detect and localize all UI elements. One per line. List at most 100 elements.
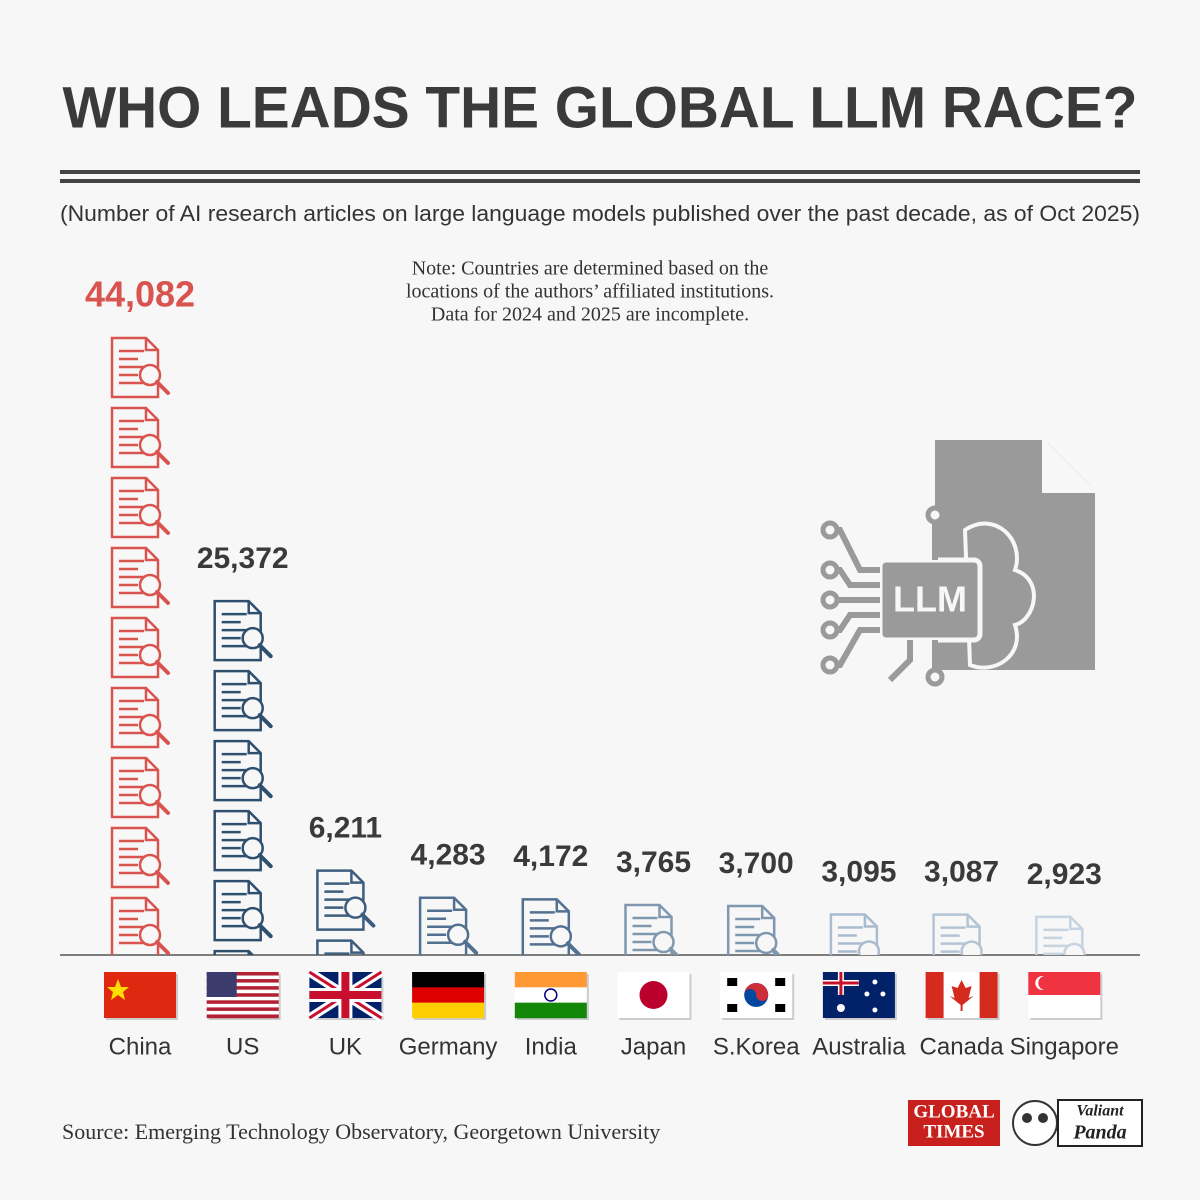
doc-fold <box>144 338 158 352</box>
flag <box>104 972 178 1020</box>
flag <box>720 972 795 1020</box>
doc-fold <box>760 905 775 920</box>
value-label: 3,095 <box>821 855 896 888</box>
magnifier <box>344 896 367 919</box>
magnifier <box>138 573 162 597</box>
value-label: 4,283 <box>411 839 486 872</box>
flag-cross <box>309 972 382 1018</box>
doc-fold <box>144 478 158 492</box>
magnifier-handle <box>155 800 170 815</box>
flag-band <box>925 972 944 1018</box>
flag-taeguk <box>744 983 769 1002</box>
magnifier-handle <box>155 450 170 465</box>
flag-stripe <box>514 972 587 988</box>
doc-fold <box>247 811 261 825</box>
flag <box>925 972 1000 1020</box>
doc-fold <box>144 898 158 912</box>
flag-stripe <box>206 1007 279 1012</box>
value-label: 2,923 <box>1027 858 1102 891</box>
chart-title: WHO LEADS THE GLOBAL LLM RACE? <box>63 75 1138 140</box>
flag-trigram <box>727 1004 738 1012</box>
flag-wheel <box>544 988 558 1002</box>
flag-stripe <box>206 1014 279 1019</box>
flag-stripe <box>206 975 279 980</box>
llm-label: LLM <box>893 579 967 620</box>
magnifier-handle <box>155 940 170 955</box>
flag <box>412 972 487 1020</box>
magnifier <box>754 931 778 955</box>
category-label: Australia <box>812 1033 906 1060</box>
flag-stripe <box>412 972 485 988</box>
pictogram-bar <box>624 903 680 955</box>
flag-star <box>880 991 886 997</box>
panda-eye <box>1038 1113 1048 1123</box>
magnifier <box>549 925 573 948</box>
panda-eye <box>1022 1113 1032 1123</box>
magnifier <box>138 783 162 807</box>
source: Source: Emerging Technology Observatory,… <box>62 1119 660 1144</box>
flag-crescent <box>1038 976 1053 990</box>
magnifier <box>138 363 162 387</box>
panda-icon <box>1012 1100 1058 1146</box>
value-label: 3,087 <box>924 856 999 889</box>
magnifier-handle <box>463 939 479 955</box>
magnifier <box>138 503 162 527</box>
flag-stripe <box>206 993 279 997</box>
magnifier <box>138 713 162 737</box>
subtitle: (Number of AI research articles on large… <box>60 201 1140 226</box>
doc-fold <box>350 940 364 954</box>
magnifier-handle <box>565 941 581 955</box>
value-label: 3,765 <box>616 846 691 879</box>
flag-trigram <box>775 1004 786 1012</box>
flag <box>514 972 589 1020</box>
category-label: India <box>525 1033 578 1060</box>
flag-canton <box>206 972 237 997</box>
note-line: Note: Countries are determined based on … <box>412 258 769 280</box>
pictogram-bar <box>521 898 581 955</box>
doc-fold <box>555 899 569 913</box>
flag-stripe <box>206 986 279 990</box>
flag-stripe <box>514 987 587 1003</box>
magnifier <box>857 940 881 956</box>
logo-text: TIMES <box>923 1121 984 1142</box>
magnifier-handle <box>155 660 170 675</box>
flag-stripe <box>206 996 279 1001</box>
magnifier <box>652 930 675 954</box>
pictogram-bar <box>726 904 782 956</box>
magnifier-handle <box>155 730 170 745</box>
doc-fold <box>658 905 672 919</box>
flag-stripe <box>206 989 279 994</box>
magnifier <box>241 836 264 860</box>
doc-fold <box>144 408 158 422</box>
value-label: 4,172 <box>513 840 588 873</box>
doc-fold <box>144 688 158 702</box>
category-label: Germany <box>399 1033 498 1060</box>
doc-fold <box>144 548 158 562</box>
flag-stripe <box>412 1002 485 1019</box>
flag <box>822 972 897 1020</box>
flag-stripe <box>206 979 279 983</box>
doc-fold <box>144 828 158 842</box>
flag-star <box>836 1004 845 1012</box>
doc-fold <box>350 870 364 884</box>
magnifier-handle <box>155 590 170 605</box>
magnifier-handle <box>155 870 170 885</box>
flag-stripe <box>206 1000 279 1005</box>
flag <box>1028 972 1103 1020</box>
magnifier <box>241 766 264 790</box>
flag <box>617 972 692 1020</box>
flag-star <box>864 991 870 997</box>
category-label: US <box>226 1033 259 1060</box>
value-label: 44,082 <box>85 274 195 315</box>
flag-stripe <box>514 1002 587 1019</box>
flag <box>306 968 384 1022</box>
magnifier-handle <box>771 947 782 956</box>
flag-leaf <box>949 980 974 1011</box>
note-line: Data for 2024 and 2025 are incomplete. <box>431 304 749 326</box>
title-rule <box>60 170 1140 174</box>
magnifier <box>138 923 162 947</box>
magnifier <box>241 626 264 650</box>
llm-illustration: LLM <box>820 440 1095 687</box>
doc-outline <box>316 939 365 955</box>
